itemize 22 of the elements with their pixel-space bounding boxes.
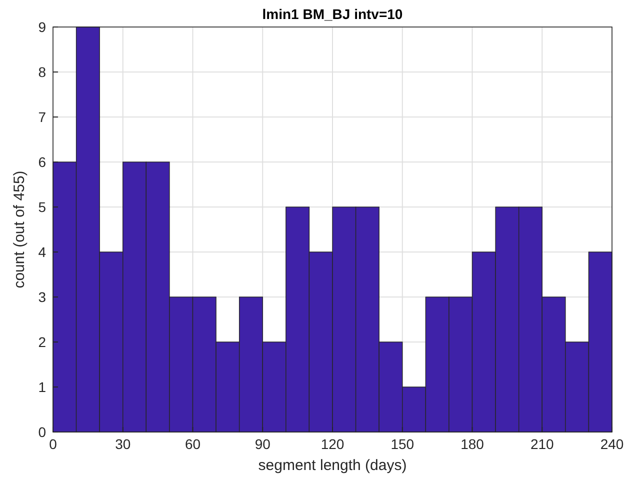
y-tick-label: 0 [38,424,46,440]
chart-title: lmin1 BM_BJ intv=10 [262,6,403,22]
x-tick-label: 60 [184,436,201,452]
x-tick-label: 180 [460,436,484,452]
x-tick-label: 30 [115,436,131,452]
x-tick-label: 210 [530,436,554,452]
y-tick-label: 6 [38,154,46,170]
y-tick-label: 7 [38,109,46,125]
x-tick-label: 240 [600,436,624,452]
y-tick-label: 8 [38,64,46,80]
y-tick-label: 3 [38,289,46,305]
y-tick-label: 5 [38,199,46,215]
y-tick-label: 1 [38,379,46,395]
y-axis-title: count (out of 455) [11,170,28,288]
x-tick-label: 90 [254,436,271,452]
x-axis-title: segment length (days) [258,457,407,474]
y-tick-label: 9 [38,19,46,35]
y-tick-label: 2 [38,334,46,350]
y-tick-label: 4 [38,244,46,260]
x-tick-label: 150 [390,436,414,452]
x-tick-label: 120 [320,436,344,452]
x-tick-label: 0 [49,436,58,452]
